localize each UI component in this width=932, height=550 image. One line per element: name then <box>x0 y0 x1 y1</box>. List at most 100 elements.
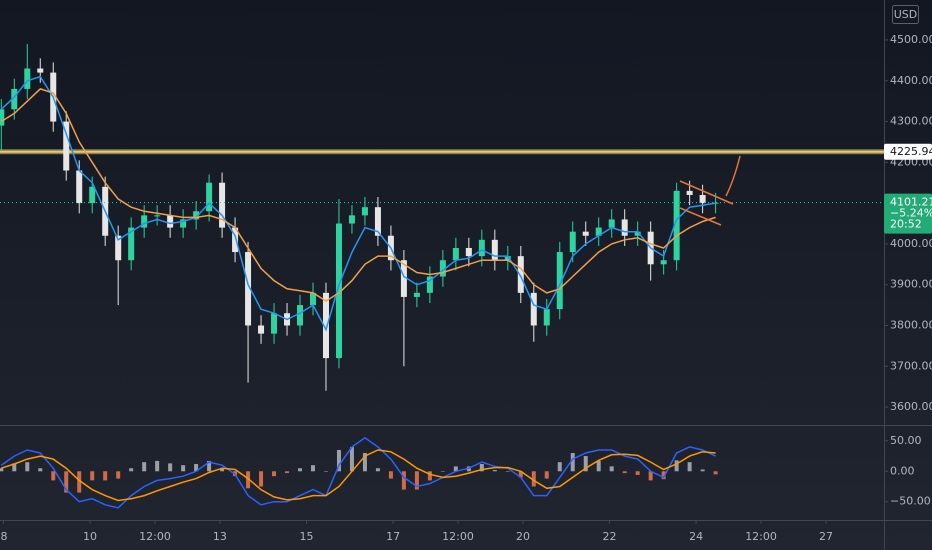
histogram-bar <box>492 470 497 472</box>
candle-body <box>11 88 18 110</box>
histogram-bar <box>440 471 445 472</box>
histogram-bar <box>544 471 549 479</box>
candle-body <box>673 190 680 261</box>
candle-body <box>400 260 407 297</box>
candle-body <box>141 215 148 228</box>
histogram-bar <box>12 463 17 472</box>
candle-body <box>322 292 329 359</box>
histogram-bar <box>64 471 69 493</box>
last-price-box <box>884 193 932 234</box>
candle-body <box>530 292 537 326</box>
candle-body <box>180 219 187 228</box>
candle-body <box>465 247 472 257</box>
histogram-bar <box>427 471 432 481</box>
histogram-bar <box>414 471 419 490</box>
histogram-bar <box>336 449 341 472</box>
candle-body <box>582 231 589 236</box>
x-tick-label: 15 <box>299 530 313 543</box>
candle-body <box>245 252 252 326</box>
histogram-bar <box>453 466 458 472</box>
candle-body <box>297 305 304 326</box>
candle-body <box>569 231 576 253</box>
x-tick-label: 24 <box>689 530 703 543</box>
candle-body <box>426 276 433 293</box>
x-tick-label: 12:00 <box>745 530 777 543</box>
x-tick-label: 13 <box>213 530 227 543</box>
last-price-label: 4101.21 <box>890 196 932 209</box>
y-tick-label: 3800.00 <box>890 318 932 331</box>
histogram-bar <box>570 453 575 472</box>
candle-body <box>271 313 278 334</box>
histogram-bar <box>375 468 380 472</box>
drawn-trendline <box>679 180 734 205</box>
candle-body <box>478 239 485 257</box>
histogram-bar <box>259 471 264 487</box>
x-tick-label: 20 <box>516 530 530 543</box>
histogram-bar <box>51 471 56 481</box>
candle-body <box>63 121 70 171</box>
histogram-bar <box>388 471 393 479</box>
y-tick-label: 3600.00 <box>890 400 932 413</box>
candle-body <box>556 252 563 310</box>
histogram-bar <box>181 465 186 472</box>
histogram-bar <box>648 471 653 481</box>
histogram-bar <box>401 471 406 490</box>
histogram-bar <box>557 462 562 472</box>
histogram-bar <box>505 471 510 472</box>
candle-body <box>76 170 83 204</box>
histogram-bar <box>687 462 692 472</box>
candle-body <box>660 260 667 265</box>
histogram-bar <box>38 468 43 472</box>
histogram-bar <box>298 468 303 472</box>
histogram-bar <box>349 446 354 472</box>
histogram-bar <box>116 471 121 479</box>
candle-body <box>634 231 641 236</box>
histogram-bar <box>635 471 640 475</box>
histogram-bar <box>103 471 108 481</box>
candle-body <box>413 292 420 297</box>
histogram-bar <box>90 471 95 481</box>
histogram-bar <box>674 460 679 472</box>
candle-body <box>154 215 161 217</box>
x-tick-label: 27 <box>819 530 833 543</box>
candle-body <box>167 215 174 228</box>
histogram-bar <box>155 460 160 472</box>
currency-box[interactable] <box>892 5 919 24</box>
histogram-bar <box>609 466 614 472</box>
x-tick-label: 12:00 <box>442 530 474 543</box>
histogram-bar <box>142 462 147 472</box>
histogram-bar <box>194 463 199 472</box>
candle-body <box>348 215 355 224</box>
x-tick-label: 22 <box>603 530 617 543</box>
level-label: 4225.94 <box>890 145 932 158</box>
histogram-bar <box>596 460 601 472</box>
drawn-trendline <box>679 207 722 226</box>
y-tick-label: 4500.00 <box>890 33 932 46</box>
candle-body <box>491 239 498 261</box>
candle-body <box>115 235 122 261</box>
change-label: −5.24% <box>890 207 932 220</box>
histogram-bar <box>713 471 718 475</box>
indicator-line <box>0 75 716 332</box>
histogram-bar <box>518 471 523 478</box>
candle-body <box>608 219 615 228</box>
candle-body <box>504 256 511 261</box>
candle-body <box>219 182 226 228</box>
histogram-bar <box>77 471 82 493</box>
x-tick-label: 10 <box>83 530 97 543</box>
histogram-bar <box>583 456 588 472</box>
histogram-bar <box>0 468 4 472</box>
candle-body <box>439 260 446 277</box>
candle-body <box>595 227 602 236</box>
drawn-projection <box>725 155 741 197</box>
x-tick-label: 17 <box>386 530 400 543</box>
histogram-bar <box>310 465 315 472</box>
y-tick-label: 3700.00 <box>890 359 932 372</box>
histogram-bar <box>362 453 367 472</box>
histogram-bar <box>220 468 225 472</box>
histogram-bar <box>479 463 484 472</box>
currency-label: USD <box>894 8 918 21</box>
histogram-bar <box>323 471 328 472</box>
candle-body <box>206 182 213 212</box>
